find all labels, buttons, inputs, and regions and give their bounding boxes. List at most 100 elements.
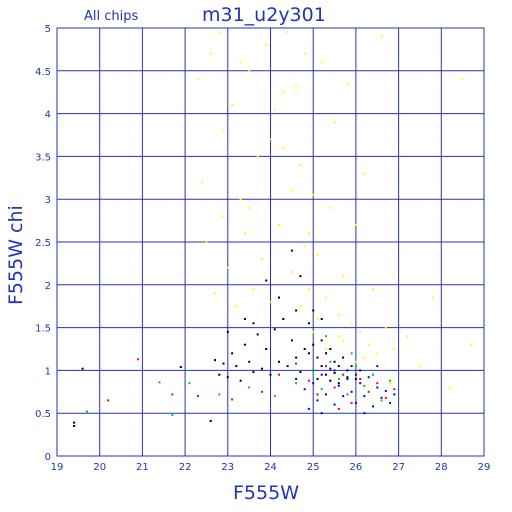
data-point [337,378,340,380]
data-point [179,366,182,368]
data-point [346,376,349,379]
data-point [316,399,319,402]
data-point [222,129,225,132]
data-point [248,69,251,72]
y-tick-label: 5 [45,24,51,35]
data-point [286,31,289,34]
data-point [389,401,392,404]
data-point [218,31,221,34]
data-point [337,384,340,387]
data-point [337,382,340,385]
data-point [354,401,357,404]
data-point [188,382,191,385]
x-tick-label: 26 [350,462,363,473]
data-point [307,352,310,355]
data-point [363,172,366,175]
series-points [85,335,392,416]
data-point [299,371,302,374]
data-point [307,232,310,235]
data-point [299,305,302,308]
series-points [295,365,396,415]
data-point [431,296,434,299]
data-point [261,258,263,261]
x-tick-label: 27 [392,462,405,473]
data-point [350,365,353,368]
y-tick-label: 4.5 [35,67,51,78]
data-point [303,52,306,55]
data-point [307,322,310,325]
data-point [461,78,464,81]
data-point [273,395,276,398]
data-point [295,309,298,312]
data-point [222,362,225,365]
y-tick-label: 4 [45,110,51,121]
data-point [303,245,306,248]
data-point [470,343,473,346]
data-point [303,348,306,350]
data-point [342,275,345,278]
data-point [239,198,242,201]
chart-title: m31_u2y301 [202,4,326,26]
data-point [329,206,332,209]
data-point [337,313,340,316]
data-point [214,359,216,362]
data-point [295,378,298,380]
data-point [243,318,246,320]
data-point [337,365,340,368]
data-point [393,388,396,391]
data-point [337,407,340,410]
data-point [342,373,345,376]
y-tick-label: 3.5 [35,152,51,163]
data-point [376,382,379,385]
data-point [239,61,242,64]
data-point [299,164,302,166]
data-point [269,138,272,141]
data-point [209,419,212,422]
data-point [290,271,293,273]
data-point [231,398,234,401]
data-point [354,365,357,368]
data-point [282,318,285,320]
data-point [372,405,374,408]
data-point [248,386,251,389]
data-point [320,412,323,415]
data-point [290,339,293,342]
data-point [354,223,357,226]
data-point [448,386,451,389]
series-points [107,358,396,410]
data-point [329,379,332,382]
y-axis-label: F555W chi [5,205,27,305]
series-points [73,249,362,427]
data-point [418,365,421,368]
data-point [325,296,327,299]
data-point [346,82,349,85]
data-point [325,365,327,368]
data-point [325,393,327,396]
data-point [346,393,349,396]
data-point [312,382,315,385]
data-point [252,322,255,325]
data-point [278,360,280,363]
tick-labels: 19 20 21 22 23 24 25 26 27 28 29 0 0.5 1 1.5 2 2.5 3 3.5 4 4… [35,24,490,473]
data-point [290,249,293,252]
data-point [376,352,379,355]
data-point [359,382,362,385]
data-point [269,373,272,376]
data-point [333,369,336,372]
data-point [312,369,315,372]
data-point [307,288,310,291]
data-point [278,373,280,376]
data-point [73,421,76,424]
data-point [384,389,387,392]
data-point [273,328,276,331]
data-point [218,373,221,376]
data-point [81,367,84,370]
data-point [359,330,362,333]
data-point [307,407,310,410]
data-point [329,348,332,350]
data-point [231,104,234,106]
data-point [295,362,298,365]
data-point [380,399,383,402]
data-point [196,395,199,398]
